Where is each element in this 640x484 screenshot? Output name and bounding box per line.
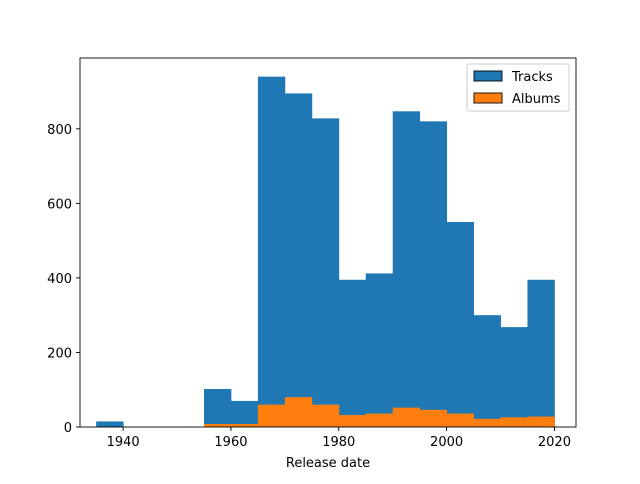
bar-tracks-1980 bbox=[338, 279, 367, 427]
x-tick-label-1940: 1940 bbox=[107, 435, 140, 450]
legend-swatch-tracks bbox=[473, 70, 503, 82]
bar-albums-1980 bbox=[338, 415, 367, 427]
x-axis-label: Release date bbox=[286, 456, 370, 471]
bar-tracks-2015 bbox=[527, 279, 555, 427]
bar-albums-1985 bbox=[365, 413, 394, 427]
bar-albums-1990 bbox=[392, 407, 421, 427]
bar-tracks-1935 bbox=[96, 421, 124, 427]
bar-tracks-2005 bbox=[473, 315, 501, 427]
bar-tracks-1965 bbox=[257, 76, 286, 427]
bar-albums-2010 bbox=[500, 417, 528, 427]
bar-tracks-1975 bbox=[311, 118, 340, 427]
bar-tracks-1985 bbox=[365, 273, 394, 427]
bar-albums-2000 bbox=[446, 413, 474, 427]
bar-tracks-2010 bbox=[500, 327, 528, 427]
x-tick-label-1960: 1960 bbox=[214, 435, 247, 450]
y-tick-label-400: 400 bbox=[47, 272, 72, 287]
legend-label-albums: Albums bbox=[512, 92, 561, 107]
bar-albums-1965 bbox=[257, 404, 286, 427]
x-tick-label-1980: 1980 bbox=[322, 435, 355, 450]
bar-albums-2015 bbox=[527, 416, 555, 427]
bar-tracks-1960 bbox=[230, 400, 259, 427]
legend-swatch-albums bbox=[473, 92, 503, 104]
x-tick-label-2020: 2020 bbox=[538, 435, 571, 450]
bar-tracks-1970 bbox=[284, 93, 313, 427]
bar-tracks-2000 bbox=[446, 222, 474, 427]
bar-albums-1995 bbox=[419, 409, 448, 427]
bar-tracks-1955 bbox=[204, 388, 232, 427]
bar-albums-1960 bbox=[230, 424, 259, 427]
bar-tracks-1995 bbox=[419, 121, 448, 428]
bar-albums-1975 bbox=[311, 404, 340, 427]
bar-tracks-1990 bbox=[392, 111, 421, 428]
ticks-layer: 1940 1960 1980 2000 2020 0 200 400 600 800 bbox=[47, 123, 571, 450]
bar-albums-1970 bbox=[284, 397, 313, 427]
x-tick-label-2000: 2000 bbox=[430, 435, 463, 450]
plot-frame bbox=[79, 57, 577, 428]
legend-label-tracks: Tracks bbox=[511, 70, 553, 85]
bar-albums-1955 bbox=[204, 424, 232, 427]
y-tick-label-800: 800 bbox=[47, 123, 72, 138]
bar-albums-2005 bbox=[473, 418, 501, 427]
y-tick-label-600: 600 bbox=[47, 197, 72, 212]
y-tick-label-0: 0 bbox=[64, 421, 72, 436]
y-tick-label-200: 200 bbox=[47, 346, 72, 361]
bars-layer bbox=[96, 76, 555, 428]
axes-layer bbox=[79, 57, 577, 428]
legend: Tracks Albums bbox=[466, 63, 570, 112]
